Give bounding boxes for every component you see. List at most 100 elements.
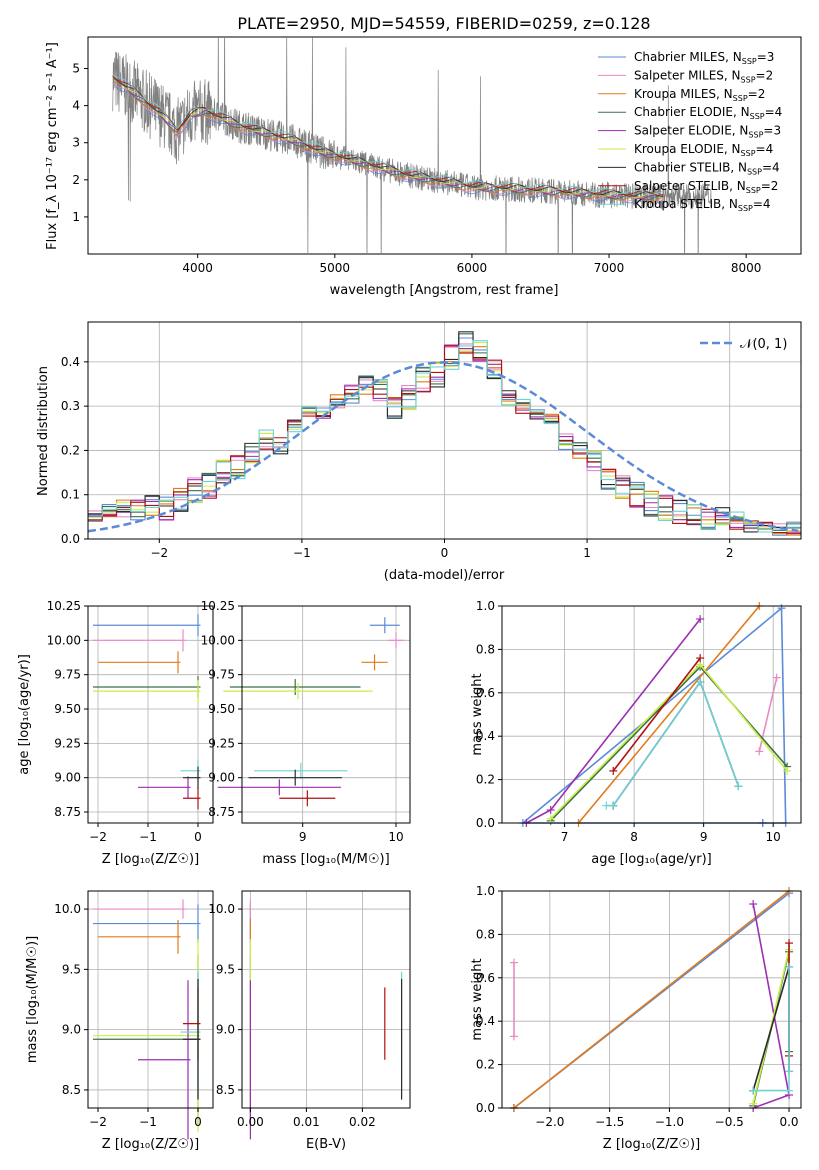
y-axis-label: mass [log₁₀(M/M☉)] [25,936,40,1063]
legend-label: Salpeter ELODIE, NSSP=3 [634,124,781,140]
grid [242,891,410,1108]
panel-z-vs-mass: −2 −1 0 8.5 9.0 9.5 10.0 Z [log₁₀(Z/Z☉)] mass [l… [25,890,214,1152]
y-tick-label: 10.25 [201,599,235,613]
x-tick-label: −2 [89,1115,107,1129]
spectrum-panel: 4000 5000 6000 7000 8000 1 2 3 4 5 wavelength [An… [45,36,802,298]
x-axis-label: E(B-V) [306,1137,346,1152]
legend-count: =4 [753,197,771,211]
legend-count: =2 [756,68,774,82]
weight-track [550,663,788,820]
x-tick-label: −2 [150,546,168,560]
residual-histogram [88,345,801,534]
legend-label: Salpeter STELIB, NSSP=2 [634,179,778,195]
y-tick-label: 9.50 [54,702,81,716]
y-tick-label: 9.00 [208,771,235,785]
spectrum-frame [87,36,802,255]
weight-track [612,680,740,807]
x-tick-label: 2 [726,546,734,560]
weight-track [753,967,790,1092]
x-tick-label: −1.0 [655,1115,684,1129]
weight-track [550,665,788,822]
y-tick-label: 0.2 [476,773,495,787]
legend-subscript: SSP [733,94,748,103]
y-tick-label: 0.4 [476,729,495,743]
y-tick-label: 1.0 [476,599,495,613]
y-tick-label: 9.75 [54,668,81,682]
x-tick-label: 9 [700,830,708,844]
x-tick-label: 10 [766,830,781,844]
frame [87,890,214,1109]
x-tick-label: 1 [583,546,591,560]
panel-z-vs-age: −2 −1 0 8.75 9.00 9.25 9.50 9.75 10.00 10.25 Z [lo… [17,599,214,867]
x-tick-label: 0.0 [779,1115,798,1129]
legend-count: =4 [762,160,780,174]
x-tick-label: 4000 [182,261,213,275]
x-axis-label: Z [log₁₀(Z/Z☉)] [102,852,199,867]
legend-count: =3 [757,50,775,64]
legend-subscript: SSP [738,204,753,213]
legend-subscript: SSP [741,75,756,84]
y-tick-label: 0.6 [476,686,495,700]
y-tick-label: 0.3 [61,399,80,413]
legend-label: Kroupa STELIB, NSSP=4 [634,197,771,213]
grid [242,605,410,823]
data-marks [509,887,794,1112]
y-axis-label: mass weight [470,958,485,1040]
x-tick-label: −2 [89,830,107,844]
model-spectrum [112,74,664,195]
y-tick-label: 9.0 [216,1023,235,1037]
x-tick-label: 0.01 [293,1115,320,1129]
y-tick-label: 0.2 [61,443,80,457]
y-tick-label: 0.6 [476,971,495,985]
y-tick-label: 0.4 [61,355,80,369]
y-tick-label: 0.0 [476,816,495,830]
y-tick-label: 9.5 [216,962,235,976]
y-tick-label: 9.25 [208,736,235,750]
y-tick-label: 5 [72,62,80,76]
y-tick-label: 8.75 [54,805,81,819]
y-tick-label: 0.0 [61,532,80,546]
y-tick-label: 1 [72,210,80,224]
legend-label: Chabrier ELODIE, NSSP=4 [634,105,782,121]
legend-subscript: SSP [747,167,762,176]
y-axis-label: mass weight [470,673,485,755]
panel-z-vs-weight: −2.0 −1.5 −1.0 −0.5 0.0 0.0 0.2 0.4 0.6 0.8 1.0 Z [… [470,884,802,1152]
panel-mass-vs-age: 9 10 8.75 9.00 9.25 9.50 9.75 10.00 10.25 mass [l… [201,599,411,867]
x-tick-label: 7 [561,830,569,844]
x-tick-label: 8 [630,830,638,844]
x-tick-label: 0 [441,546,449,560]
frame [501,605,802,824]
frame [87,605,214,824]
y-tick-label: 9.25 [54,736,81,750]
y-tick-label: 10.00 [47,633,81,647]
weight-track [612,657,701,772]
model-spectrum [112,75,664,197]
legend-subscript: SSP [750,112,765,121]
x-tick-label: 5000 [320,261,351,275]
legend-count: =2 [761,179,779,193]
spectrum-legend: Chabrier MILES, NSSP=3 Salpeter MILES, NS… [598,50,782,213]
spectrum-data-lines [112,37,713,254]
x-tick-label: 6000 [457,261,488,275]
data-marks [249,899,403,1140]
y-tick-label: 8.5 [62,1083,81,1097]
panel-ebv-vs-mass: 0.00 0.01 0.02 8.5 9.0 9.5 10.0 E(B-V) [208,890,411,1152]
frame [241,605,411,824]
x-tick-label: 7000 [594,261,625,275]
x-tick-label: −1 [293,546,311,560]
weight-track [577,605,760,824]
legend-count: =4 [756,142,774,156]
x-tick-label: 8000 [731,261,762,275]
y-tick-label: 1.0 [476,884,495,898]
y-tick-label: 10.0 [208,902,235,916]
x-tick-label: −0.5 [715,1115,744,1129]
x-tick-label: −1 [139,830,157,844]
x-tick-label: −2.0 [535,1115,564,1129]
normal-legend-label: 𝒩(0, 1) [740,337,787,352]
data-marks [93,614,201,810]
residual-ticks: −2 −1 0 1 2 0.0 0.1 0.2 0.3 0.4 [61,355,734,560]
y-tick-label: 10.0 [54,902,81,916]
legend-label: Chabrier STELIB, NSSP=4 [634,160,780,176]
